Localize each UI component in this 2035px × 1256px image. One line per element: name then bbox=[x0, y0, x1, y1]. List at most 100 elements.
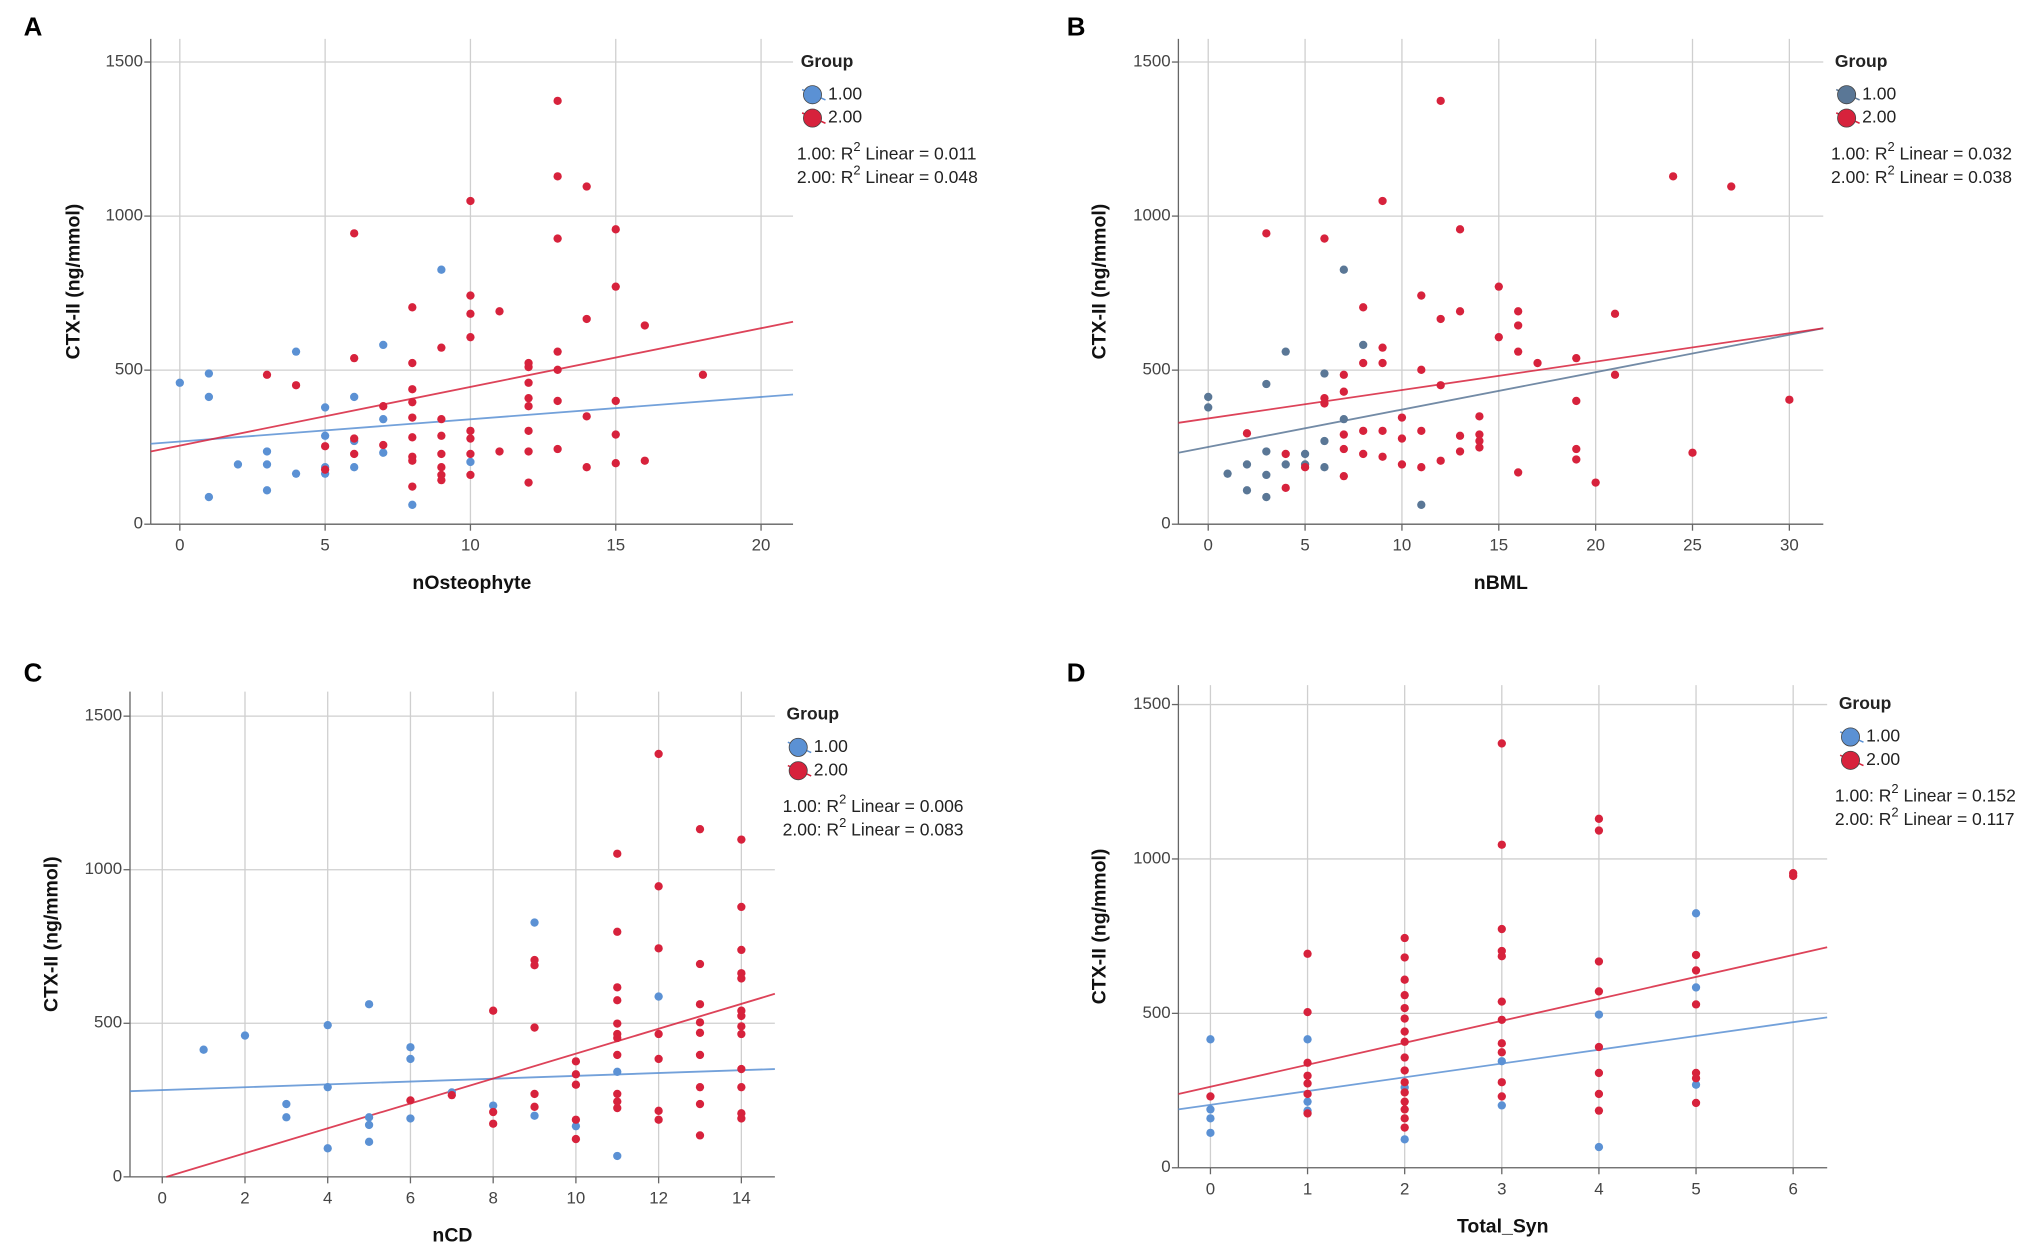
point bbox=[408, 433, 417, 442]
point bbox=[530, 1023, 539, 1032]
y-tick-label: 1500 bbox=[85, 706, 123, 725]
point bbox=[1455, 431, 1465, 440]
x-axis-label: Total_Syn bbox=[1457, 1216, 1549, 1238]
point bbox=[282, 1113, 291, 1122]
point bbox=[437, 431, 446, 440]
point bbox=[737, 1083, 746, 1092]
point bbox=[1514, 347, 1523, 356]
point bbox=[1436, 314, 1445, 324]
point bbox=[495, 447, 504, 456]
trend-line bbox=[150, 320, 794, 453]
x-tick-label: 2 bbox=[1400, 1179, 1409, 1198]
point bbox=[1359, 426, 1368, 435]
point bbox=[698, 370, 708, 379]
point bbox=[737, 1064, 746, 1074]
point bbox=[1378, 196, 1387, 206]
point bbox=[1497, 840, 1506, 849]
point bbox=[611, 459, 620, 468]
point bbox=[571, 1134, 581, 1144]
point bbox=[1242, 429, 1252, 438]
annotation-sup: 2 bbox=[1891, 782, 1898, 797]
x-tick-label: 0 bbox=[175, 536, 184, 555]
point bbox=[695, 1099, 705, 1109]
point bbox=[466, 291, 475, 300]
point bbox=[408, 303, 417, 312]
point bbox=[175, 378, 184, 387]
point bbox=[1436, 96, 1445, 106]
point bbox=[553, 234, 562, 243]
x-tick-label: 6 bbox=[1788, 1179, 1797, 1198]
point bbox=[1378, 426, 1387, 435]
point bbox=[640, 456, 649, 465]
point bbox=[695, 1083, 705, 1092]
legend-swatch bbox=[788, 737, 808, 757]
annotation-text: 1.00: R bbox=[783, 796, 839, 816]
point bbox=[262, 460, 272, 469]
point bbox=[1300, 463, 1310, 472]
point bbox=[613, 1097, 622, 1106]
annotation-text: 2.00: R bbox=[1831, 166, 1887, 186]
point bbox=[1594, 1042, 1604, 1052]
y-tick-label: 500 bbox=[115, 360, 143, 379]
point bbox=[379, 414, 388, 424]
x-tick-label: 20 bbox=[1586, 536, 1605, 555]
point bbox=[406, 1054, 415, 1064]
point bbox=[1417, 426, 1426, 435]
point bbox=[408, 482, 417, 491]
point bbox=[613, 1089, 622, 1099]
point bbox=[204, 492, 214, 502]
point bbox=[408, 358, 417, 368]
point bbox=[737, 835, 746, 844]
point bbox=[1785, 395, 1794, 404]
point bbox=[406, 1096, 415, 1105]
annotation-text: 1.00: R bbox=[1831, 143, 1887, 163]
point bbox=[1400, 1114, 1409, 1123]
point bbox=[1594, 826, 1604, 835]
point bbox=[447, 1091, 456, 1100]
point bbox=[1303, 1058, 1312, 1067]
point bbox=[1610, 309, 1620, 318]
point bbox=[530, 1089, 539, 1099]
point bbox=[364, 1000, 374, 1009]
point bbox=[1378, 452, 1387, 461]
point bbox=[1475, 436, 1484, 446]
point bbox=[350, 229, 359, 238]
point bbox=[1303, 949, 1312, 958]
annotation: 1.00: R2 Linear = 0.032 bbox=[1831, 139, 2012, 163]
annotation-text: 1.00: R bbox=[1835, 785, 1891, 805]
point bbox=[571, 1122, 581, 1131]
annotation: 1.00: R2 Linear = 0.011 bbox=[797, 139, 977, 163]
point bbox=[1514, 321, 1523, 330]
x-axis-label: nOsteophyte bbox=[412, 572, 531, 594]
point bbox=[737, 1029, 746, 1039]
point bbox=[1378, 343, 1387, 352]
point bbox=[1594, 1068, 1604, 1078]
point bbox=[1691, 966, 1701, 975]
point bbox=[1497, 924, 1506, 934]
point bbox=[466, 434, 475, 443]
legend-label: 1.00 bbox=[814, 736, 848, 756]
point bbox=[640, 321, 649, 330]
annotation-sup: 2 bbox=[853, 163, 860, 178]
panel-label: A bbox=[24, 13, 43, 41]
point bbox=[408, 385, 417, 394]
point bbox=[291, 469, 301, 478]
point bbox=[695, 1131, 705, 1140]
point bbox=[1455, 447, 1465, 456]
point bbox=[1397, 413, 1407, 422]
point bbox=[737, 1011, 746, 1021]
point bbox=[524, 402, 533, 411]
legend-swatch bbox=[1837, 108, 1857, 128]
point bbox=[437, 414, 446, 424]
y-tick-label: 0 bbox=[1161, 514, 1170, 533]
point bbox=[408, 456, 417, 465]
point bbox=[1497, 1039, 1506, 1048]
point bbox=[350, 353, 359, 363]
point bbox=[613, 983, 622, 992]
point bbox=[437, 343, 446, 352]
point bbox=[1206, 1092, 1215, 1101]
x-tick-label: 10 bbox=[567, 1188, 586, 1207]
point bbox=[262, 370, 272, 379]
x-axis-label: nBML bbox=[1474, 572, 1528, 594]
point bbox=[1303, 1071, 1312, 1080]
